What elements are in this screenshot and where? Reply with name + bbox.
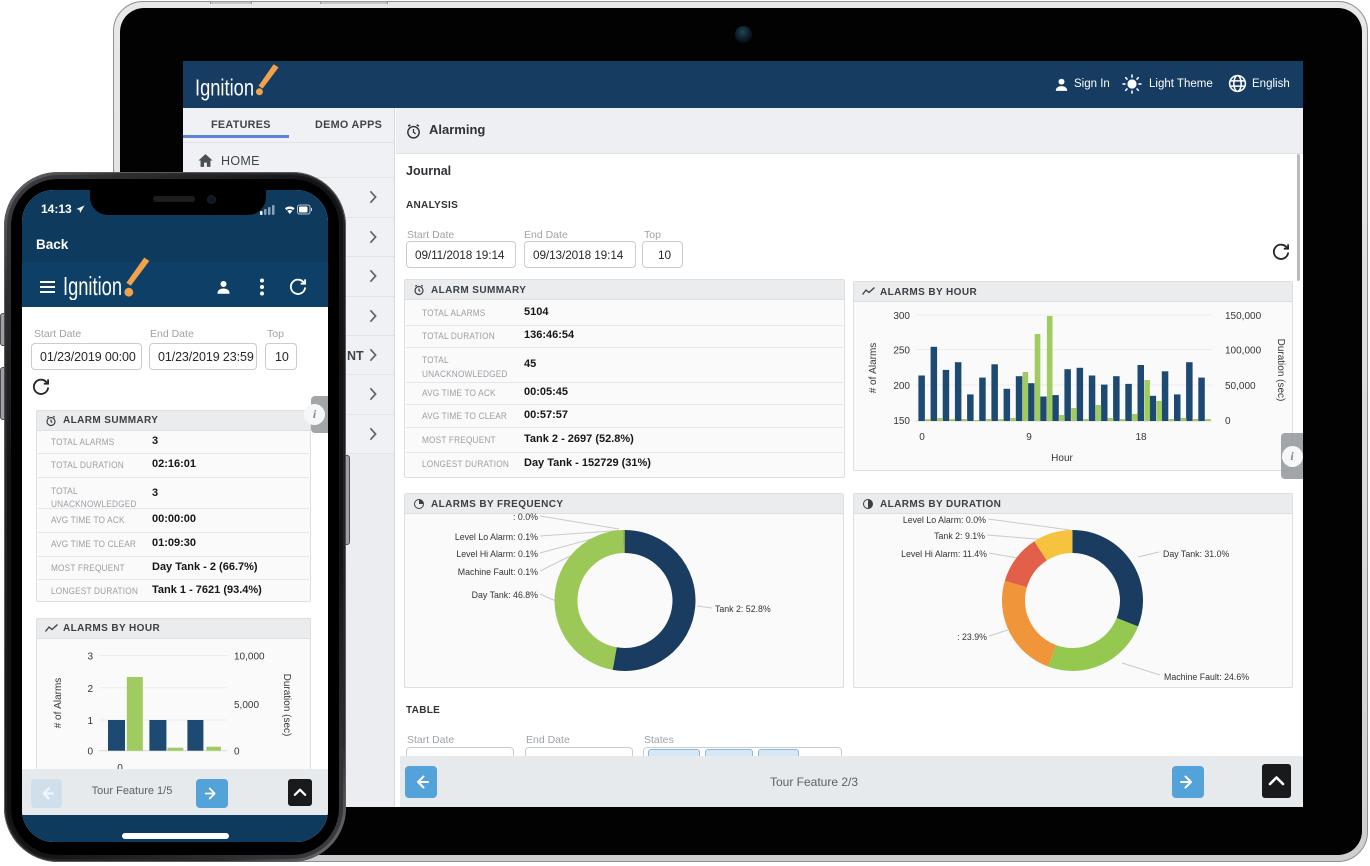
svg-text:: 23.9%: : 23.9%	[957, 632, 987, 642]
svg-text:150: 150	[893, 416, 910, 427]
svg-text:300: 300	[893, 311, 910, 322]
svg-text:50,000: 50,000	[1225, 381, 1256, 392]
svg-text:Day Tank: 31.0%: Day Tank: 31.0%	[1163, 549, 1230, 559]
svg-text:# of Alarms: # of Alarms	[53, 678, 64, 729]
svg-text:9: 9	[1026, 432, 1032, 443]
svg-text:Level Hi Alarm: 0.1%: Level Hi Alarm: 0.1%	[456, 549, 538, 559]
svg-text:0: 0	[87, 747, 93, 758]
svg-text:Day Tank: 46.8%: Day Tank: 46.8%	[472, 590, 539, 600]
svg-text:Machine Fault: 24.6%: Machine Fault: 24.6%	[1164, 672, 1249, 682]
svg-text:0: 0	[117, 763, 123, 774]
svg-text:150,000: 150,000	[1225, 311, 1262, 322]
svg-text:Tank 2: 52.8%: Tank 2: 52.8%	[715, 604, 771, 614]
svg-text:0: 0	[1225, 416, 1231, 427]
svg-text:Ignition: Ignition	[195, 75, 254, 101]
svg-text:100,000: 100,000	[1225, 346, 1262, 357]
svg-text:Ignition: Ignition	[63, 271, 122, 300]
svg-text:0: 0	[234, 747, 240, 758]
svg-text:18: 18	[1135, 432, 1147, 443]
svg-text:0: 0	[919, 432, 925, 443]
svg-text:Duration (sec): Duration (sec)	[1275, 339, 1286, 402]
svg-text:Level Lo Alarm: 0.1%: Level Lo Alarm: 0.1%	[455, 532, 538, 542]
svg-text:3: 3	[87, 652, 93, 663]
svg-text:Machine Fault: 0.1%: Machine Fault: 0.1%	[458, 567, 538, 577]
svg-text:Duration (sec): Duration (sec)	[281, 674, 292, 737]
svg-text:: 0.0%: : 0.0%	[513, 512, 538, 522]
svg-text:1: 1	[87, 716, 93, 727]
svg-text:Level Lo Alarm: 0.0%: Level Lo Alarm: 0.0%	[903, 515, 986, 525]
svg-text:250: 250	[893, 346, 910, 357]
svg-text:2: 2	[87, 684, 93, 695]
svg-text:Level Hi Alarm: 11.4%: Level Hi Alarm: 11.4%	[901, 549, 987, 559]
svg-text:Hour: Hour	[1051, 453, 1073, 464]
svg-text:# of Alarms: # of Alarms	[868, 343, 879, 394]
svg-text:5,000: 5,000	[234, 700, 259, 711]
svg-text:Tank 2: 9.1%: Tank 2: 9.1%	[934, 531, 985, 541]
svg-text:200: 200	[893, 381, 910, 392]
svg-text:10,000: 10,000	[234, 652, 265, 663]
